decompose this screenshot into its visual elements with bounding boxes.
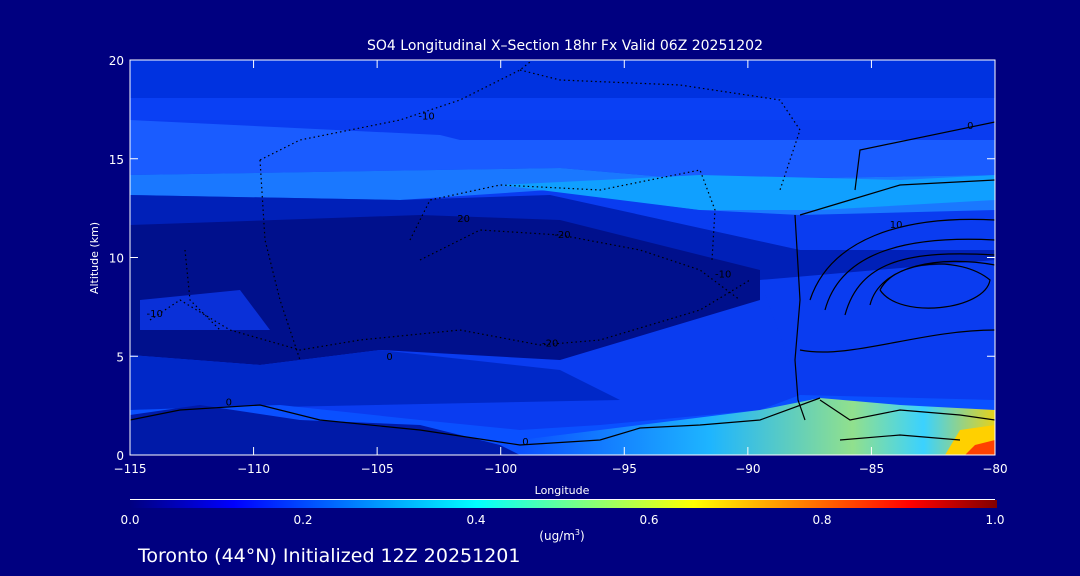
axis-ticks: −115 −110 −105 −100 −95 −90 −85 −80 0 5 10 15 20 — [109, 54, 1008, 476]
footer-location-init: Toronto (44°N) Initialized 12Z 20251201 — [137, 545, 521, 567]
contour-label: -10 — [715, 269, 731, 280]
colorbar-tick-label: 0.4 — [466, 513, 485, 527]
x-tick-label: −105 — [361, 462, 394, 476]
contour-label: -10 — [418, 111, 434, 122]
colorbar-tick-label: 0.6 — [639, 513, 658, 527]
contour-label: 20 — [457, 214, 470, 225]
contour-lines — [130, 61, 995, 446]
x-axis-label: Longitude — [535, 484, 590, 497]
y-tick-label: 10 — [109, 252, 124, 266]
contour-label: 0 — [226, 398, 232, 409]
colorbar-tick-label: 0.0 — [120, 513, 139, 527]
x-tick-label: −115 — [114, 462, 147, 476]
colorbar-tick-label: 1.0 — [985, 513, 1004, 527]
colorbar — [130, 500, 997, 508]
y-tick-label: 0 — [116, 449, 124, 463]
y-axis-label: Altitude (km) — [88, 222, 101, 294]
colorbar-units: (ug/m3) — [539, 528, 584, 543]
x-tick-label: −100 — [484, 462, 517, 476]
contour-label: 0 — [967, 121, 973, 132]
contour-label: 0 — [386, 352, 392, 363]
chart-title: SO4 Longitudinal X–Section 18hr Fx Valid… — [367, 38, 763, 54]
contour-label: -20 — [554, 230, 570, 241]
contour-label-group: 0 -10 20 -20 10 -10 -20 0 -10 0 0 — [147, 111, 974, 448]
y-tick-label: 15 — [109, 153, 124, 167]
x-tick-label: −80 — [982, 462, 1007, 476]
contour-label: -20 — [542, 338, 558, 349]
contour-label: 10 — [890, 220, 903, 231]
colorbar-ticks: 0.0 0.2 0.4 0.6 0.8 1.0 — [120, 513, 1004, 527]
filled-contours — [130, 60, 995, 455]
colorbar-tick-label: 0.8 — [812, 513, 831, 527]
contour-label: -10 — [147, 309, 163, 320]
x-tick-label: −110 — [237, 462, 270, 476]
colorbar-tick-label: 0.2 — [293, 513, 312, 527]
x-tick-label: −90 — [735, 462, 760, 476]
y-tick-label: 20 — [109, 54, 124, 68]
y-tick-label: 5 — [116, 350, 124, 364]
x-tick-label: −85 — [859, 462, 884, 476]
contour-label: 0 — [522, 437, 528, 448]
x-tick-label: −95 — [612, 462, 637, 476]
